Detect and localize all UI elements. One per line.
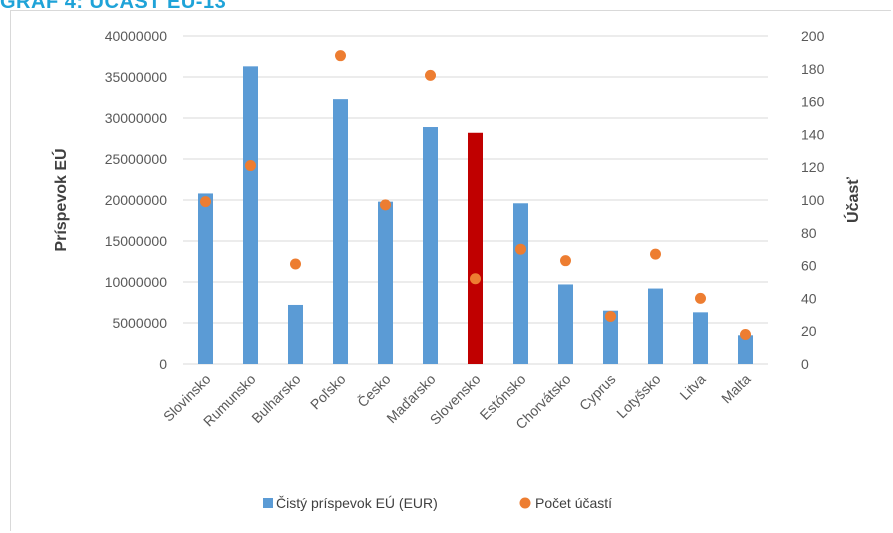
data-point bbox=[470, 273, 481, 285]
y2-tick-label: 60 bbox=[801, 258, 817, 274]
bar bbox=[198, 193, 213, 364]
chart-frame bbox=[10, 10, 891, 531]
y2-tick-label: 160 bbox=[801, 94, 825, 110]
legend: Čistý príspevok EÚ (EUR) Počet účastí bbox=[263, 495, 612, 511]
legend-swatch-bar bbox=[263, 498, 273, 508]
y-tick-label: 0 bbox=[159, 356, 167, 372]
y-tick-label: 35000000 bbox=[105, 69, 168, 85]
y2-tick-label: 80 bbox=[801, 225, 817, 241]
data-point bbox=[740, 328, 751, 340]
bar bbox=[558, 284, 573, 364]
bar bbox=[288, 304, 303, 364]
category-label: Lotyšsko bbox=[613, 371, 664, 422]
y-tick-label: 25000000 bbox=[105, 151, 168, 167]
y2-tick-label: 140 bbox=[801, 126, 825, 142]
data-point bbox=[290, 258, 301, 270]
data-point bbox=[650, 248, 661, 260]
data-point bbox=[425, 69, 436, 81]
category-label: Poľsko bbox=[307, 371, 349, 413]
y-tick-label: 10000000 bbox=[105, 274, 168, 290]
data-point bbox=[245, 160, 256, 172]
header-title: GRAF 4: ÚČASŤ EÚ-13 bbox=[0, 0, 227, 13]
y-tick-label: 5000000 bbox=[112, 315, 167, 331]
bar bbox=[513, 203, 528, 364]
y-tick-label: 15000000 bbox=[105, 233, 168, 249]
bar bbox=[423, 127, 438, 365]
legend-label-bar: Čistý príspevok EÚ (EUR) bbox=[276, 495, 438, 511]
bar bbox=[603, 310, 618, 364]
bar bbox=[693, 312, 708, 364]
data-point bbox=[560, 255, 571, 267]
y2-tick-label: 120 bbox=[801, 159, 825, 175]
y2-tick-label: 200 bbox=[801, 28, 825, 44]
category-label: Litva bbox=[676, 371, 708, 403]
data-point bbox=[380, 199, 391, 211]
data-point bbox=[335, 50, 346, 62]
bar bbox=[243, 66, 258, 364]
category-label: Bulharsko bbox=[248, 371, 303, 426]
bar bbox=[378, 201, 393, 364]
bar bbox=[738, 335, 753, 364]
bar bbox=[333, 99, 348, 364]
category-label: Malta bbox=[718, 371, 754, 407]
y2-tick-label: 100 bbox=[801, 192, 825, 208]
legend-label-marker: Počet účastí bbox=[535, 495, 612, 511]
data-point bbox=[605, 310, 616, 322]
y2-tick-label: 180 bbox=[801, 61, 825, 77]
y-tick-label: 20000000 bbox=[105, 192, 168, 208]
y2-tick-label: 0 bbox=[801, 356, 809, 372]
category-label: Česko bbox=[354, 371, 394, 411]
y-tick-label: 30000000 bbox=[105, 110, 168, 126]
y-axis-title: Príspevok EÚ bbox=[51, 148, 70, 251]
y-tick-label: 40000000 bbox=[105, 28, 168, 44]
data-point bbox=[200, 196, 211, 208]
category-label: Cyprus bbox=[576, 371, 619, 414]
bar bbox=[648, 288, 663, 364]
data-point bbox=[515, 243, 526, 255]
y2-tick-label: 40 bbox=[801, 290, 817, 306]
legend-swatch-marker bbox=[519, 497, 531, 509]
data-point bbox=[695, 292, 706, 304]
y2-axis-title: Účasť bbox=[843, 177, 862, 223]
y2-tick-label: 20 bbox=[801, 323, 817, 339]
bar bbox=[468, 132, 483, 364]
